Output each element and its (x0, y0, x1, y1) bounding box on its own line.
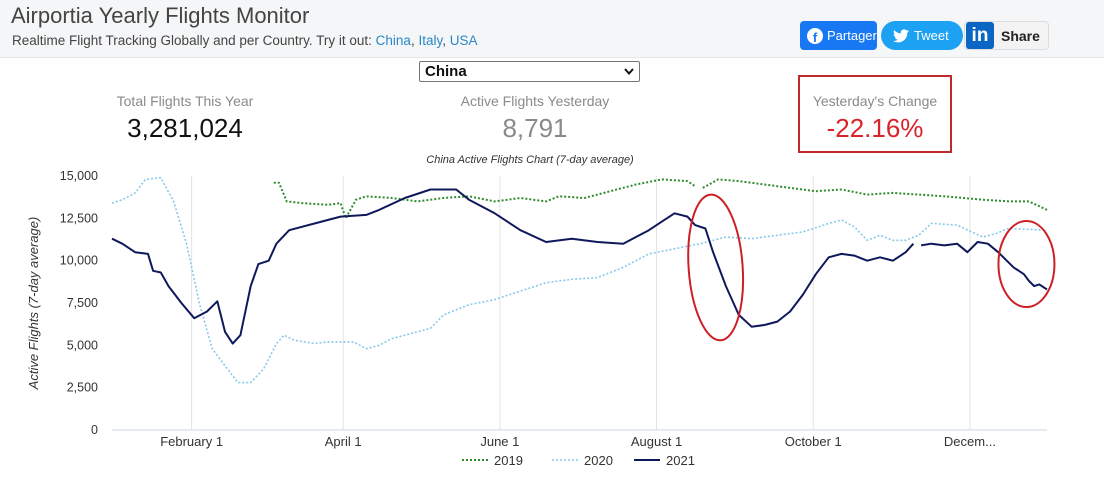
change-highlight-box (798, 75, 952, 153)
series-line-2021 (920, 241, 1048, 291)
x-tick-label: June 1 (480, 434, 519, 449)
legend-label-2019[interactable]: 2019 (494, 453, 523, 468)
country-select[interactable]: China (419, 61, 640, 82)
twitter-share-button[interactable]: Tweet (881, 21, 963, 50)
chart-series (111, 176, 1048, 384)
x-tick-label: August 1 (631, 434, 682, 449)
legend-label-2020[interactable]: 2020 (584, 453, 613, 468)
active-flights-value: 8,791 (502, 113, 568, 143)
link-china[interactable]: China (375, 33, 411, 48)
x-tick-label: April 1 (325, 434, 362, 449)
y-tick-label: 7,500 (67, 296, 98, 310)
subtitle-prefix: Realtime Flight Tracking Globally and pe… (12, 33, 376, 48)
chart-grid (191, 176, 971, 430)
series-line-2019 (702, 178, 1048, 211)
link-usa[interactable]: USA (449, 33, 478, 48)
site-title: Airportia Yearly Flights Monitor (11, 3, 310, 28)
legend-label-2021[interactable]: 2021 (666, 453, 695, 468)
facebook-share-button[interactable]: f Partager (800, 21, 877, 50)
series-line-2020 (111, 176, 1048, 384)
y-tick-label: 12,500 (60, 211, 98, 225)
link-separator: , (442, 33, 450, 48)
series-line-2021 (111, 188, 915, 345)
facebook-share-label: Partager (827, 28, 877, 43)
x-tick-label: Decem... (944, 434, 996, 449)
chevron-down-icon (624, 68, 634, 76)
change-value: -22.16% (826, 113, 924, 143)
total-flights-label: Total Flights This Year (116, 93, 254, 109)
y-tick-label: 0 (91, 423, 98, 437)
country-select-value: China (425, 63, 467, 80)
twitter-icon (893, 28, 909, 42)
chart-axes: February 1 April 1 June 1 August 1 October 1… (26, 169, 1047, 449)
change-label: Yesterday's Change (812, 93, 938, 109)
x-tick-label: February 1 (160, 434, 223, 449)
linkedin-share-label: Share (1001, 27, 1040, 44)
chart-annotations (687, 193, 1056, 342)
total-flights-value: 3,281,024 (127, 113, 243, 143)
annotation-ellipse-august (687, 193, 745, 342)
facebook-icon: f (807, 27, 823, 44)
site-subtitle: Realtime Flight Tracking Globally and pe… (12, 33, 478, 48)
y-axis-label: Active Flights (7-day average) (26, 217, 41, 391)
y-tick-label: 15,000 (60, 169, 98, 183)
linkedin-share-button[interactable]: in Share (964, 21, 1049, 50)
chart-legend: 2019 2020 2021 (462, 453, 695, 468)
linkedin-icon: in (966, 22, 994, 49)
active-flights-label: Active Flights Yesterday (460, 93, 610, 109)
link-italy[interactable]: Italy (418, 33, 443, 48)
series-line-2019 (273, 178, 696, 220)
twitter-share-label: Tweet (914, 28, 949, 43)
link-separator: , (410, 33, 419, 48)
annotation-ellipse-november (997, 220, 1056, 309)
y-tick-label: 10,000 (60, 254, 98, 268)
y-tick-label: 5,000 (67, 338, 98, 352)
y-tick-label: 2,500 (67, 381, 98, 395)
x-tick-label: October 1 (785, 434, 842, 449)
chart-title: China Active Flights Chart (7-day averag… (426, 154, 634, 166)
